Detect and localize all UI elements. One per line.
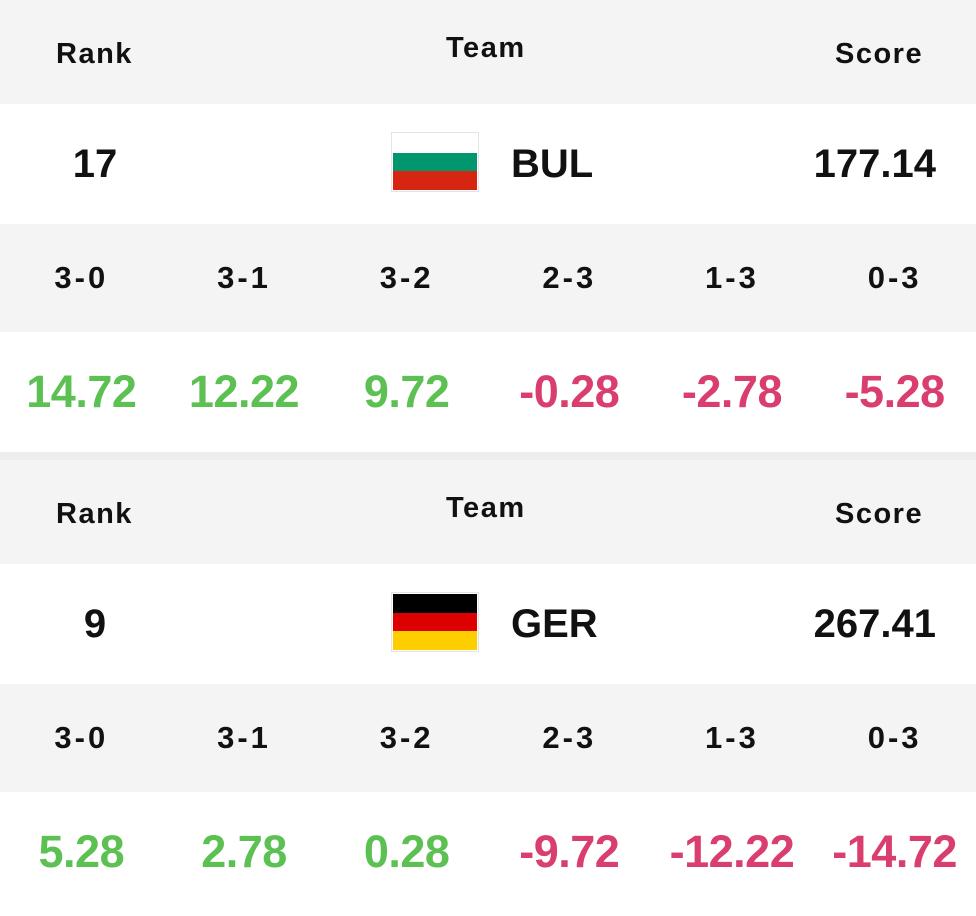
result-value: 14.72: [26, 366, 137, 417]
result-labels-row: 3-0 3-1 3-2 2-3 1-3 0-3: [0, 684, 976, 792]
result-value: -12.22: [669, 826, 795, 877]
result-label: 0-3: [867, 260, 922, 295]
result-label: 1-3: [705, 720, 759, 755]
result-value: -14.72: [832, 826, 957, 877]
team-rank: 9: [83, 601, 107, 646]
result-label: 2-3: [542, 720, 597, 755]
result-label: 3-0: [54, 720, 109, 755]
result-values-row: 14.72 12.22 9.72 -0.28 -2.78 -5.28: [0, 332, 976, 452]
team-rank: 17: [72, 141, 118, 186]
result-label: 3-1: [217, 720, 271, 755]
flag-stripe: [393, 594, 477, 613]
flag-stripe: [393, 134, 477, 153]
result-value: 9.72: [363, 366, 450, 417]
team-row: 9 GER 267.41: [0, 564, 976, 684]
result-value: -0.28: [519, 366, 620, 417]
team-row: 17 BUL 177.14: [0, 104, 976, 224]
bulgaria-flag-icon: [391, 132, 479, 192]
team-score: 267.41: [813, 601, 936, 646]
team-code: BUL: [511, 141, 594, 186]
result-label: 0-3: [867, 720, 922, 755]
team-score: 177.14: [813, 141, 936, 186]
result-value: 12.22: [188, 366, 300, 417]
result-label: 2-3: [542, 260, 597, 295]
rank-header: Rank: [56, 498, 133, 530]
flag-stripe: [393, 171, 477, 191]
result-label: 3-1: [217, 260, 271, 295]
result-label: 1-3: [705, 260, 759, 295]
result-label: 3-0: [54, 260, 109, 295]
team-header: Team: [446, 32, 526, 64]
result-value: 0.28: [363, 826, 450, 877]
card-header-row: Rank Team Score: [0, 460, 976, 564]
result-value: -9.72: [519, 826, 620, 877]
flag-stripe: [393, 612, 477, 632]
flag-stripe: [393, 152, 477, 172]
result-value: 2.78: [201, 826, 287, 877]
flag-stripe: [393, 631, 477, 651]
card-header-row: Rank Team Score: [0, 0, 976, 104]
result-labels-row: 3-0 3-1 3-2 2-3 1-3 0-3: [0, 224, 976, 332]
result-values-row: 5.28 2.78 0.28 -9.72 -12.22 -14.72: [0, 792, 976, 912]
team-card-bul: Rank Team Score 17 BUL 177.14 3-0 3-1 3-…: [0, 0, 976, 452]
team-header: Team: [446, 492, 526, 524]
germany-flag-icon: [391, 592, 479, 652]
result-value: -2.78: [681, 366, 783, 417]
result-label: 3-2: [379, 260, 434, 295]
result-label: 3-2: [379, 720, 434, 755]
score-header: Score: [835, 498, 924, 530]
team-card-ger: Rank Team Score 9 GER 267.41 3-0 3-1 3-2…: [0, 452, 976, 912]
team-code: GER: [511, 601, 598, 646]
score-header: Score: [835, 38, 924, 70]
result-value: 5.28: [38, 826, 125, 877]
rank-header: Rank: [56, 38, 133, 70]
result-value: -5.28: [844, 366, 946, 417]
